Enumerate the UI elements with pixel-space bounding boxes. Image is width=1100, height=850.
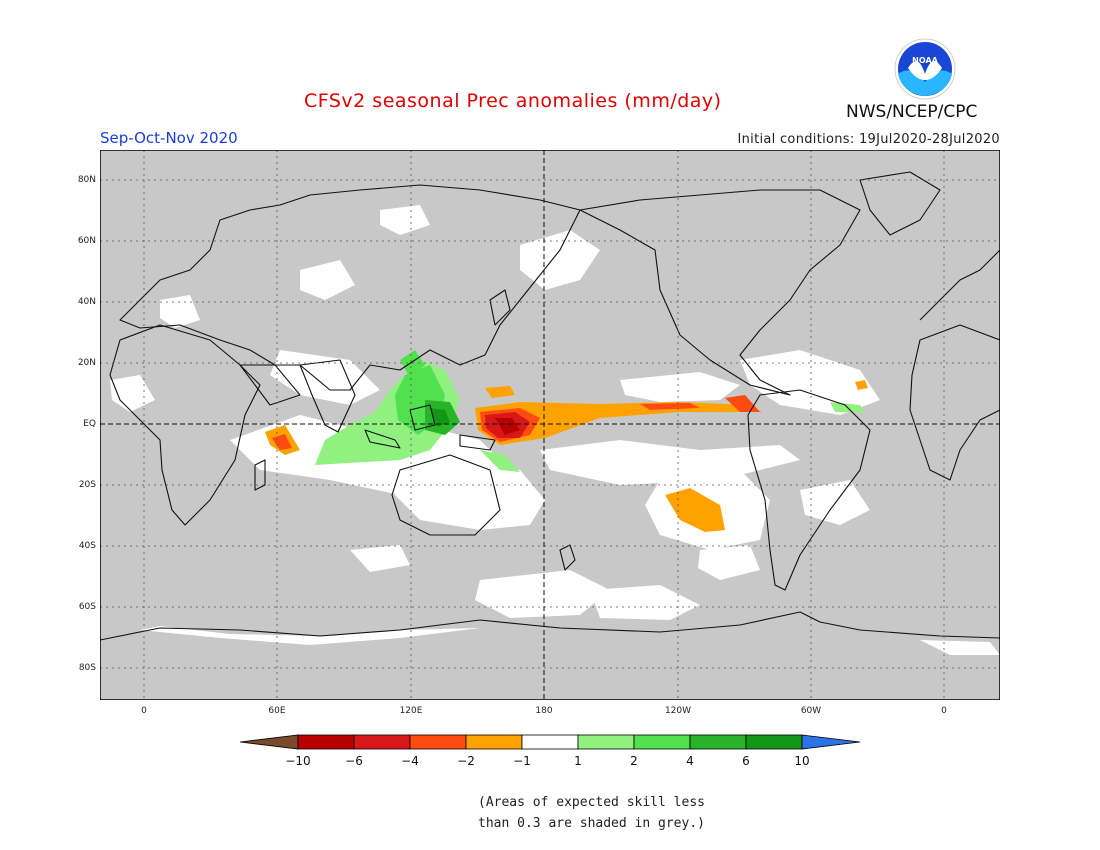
wet-anomalies: [315, 350, 865, 472]
lat-tick: EQ: [83, 419, 96, 429]
legend-arrow-high: [801, 734, 861, 750]
skill-note-line: (Areas of expected skill less: [478, 795, 705, 810]
lat-tick: 60S: [78, 602, 96, 612]
legend-label: 6: [742, 754, 750, 768]
lat-tick: 20N: [77, 358, 96, 368]
legend-label: −6: [345, 754, 363, 768]
equator-dateline: [100, 150, 1000, 700]
legend-label: −1: [513, 754, 531, 768]
legend-swatch: [297, 734, 355, 750]
noaa-logo: NOAA: [894, 38, 956, 100]
legend-label: −10: [285, 754, 310, 768]
legend-label: 1: [574, 754, 582, 768]
dry-anomalies: [265, 380, 868, 532]
legend-swatch: [465, 734, 523, 750]
lon-tick: 120W: [664, 706, 692, 716]
legend-label: 10: [794, 754, 809, 768]
skill-note-line: than 0.3 are shaded in grey.): [478, 816, 705, 831]
legend-swatch: [633, 734, 691, 750]
lon-tick: 0: [941, 706, 947, 716]
season-label: Sep-Oct-Nov 2020: [100, 129, 238, 147]
legend-label: −4: [401, 754, 419, 768]
lat-tick: 80S: [78, 663, 96, 673]
initial-conditions: Initial conditions: 19Jul2020-28Jul2020: [737, 132, 1000, 147]
legend-label: −2: [457, 754, 475, 768]
lon-tick: 60E: [268, 706, 286, 716]
lat-tick: 60N: [77, 236, 96, 246]
legend-swatch: [577, 734, 635, 750]
legend-swatch: [409, 734, 467, 750]
lat-tick: 40S: [78, 541, 96, 551]
legend-swatch: [353, 734, 411, 750]
lon-tick: 60W: [800, 706, 822, 716]
legend-arrow-low: [240, 734, 299, 750]
lon-tick: 180: [535, 706, 553, 716]
legend-label: 2: [630, 754, 638, 768]
graticule: [100, 150, 1000, 700]
page-title: CFSv2 seasonal Prec anomalies (mm/day): [304, 90, 722, 112]
logo-text: NOAA: [912, 56, 938, 65]
skill-note: (Areas of expected skill less than 0.3 a…: [478, 792, 705, 834]
lat-tick: 20S: [78, 480, 96, 490]
legend-label: 4: [686, 754, 694, 768]
lon-tick: 0: [141, 706, 147, 716]
lat-tick: 80N: [77, 175, 96, 185]
legend-swatch: [521, 734, 579, 750]
legend-swatch: [689, 734, 747, 750]
legend-swatch: [745, 734, 803, 750]
lon-tick: 120E: [399, 706, 423, 716]
agency-label: NWS/NCEP/CPC: [846, 102, 978, 122]
precip-anomaly-map: [100, 150, 1000, 700]
color-legend: −10 −6 −4 −2 −1 1 2 4 6 10: [240, 734, 861, 768]
coastlines: [100, 171, 1000, 641]
lat-tick: 40N: [77, 297, 96, 307]
